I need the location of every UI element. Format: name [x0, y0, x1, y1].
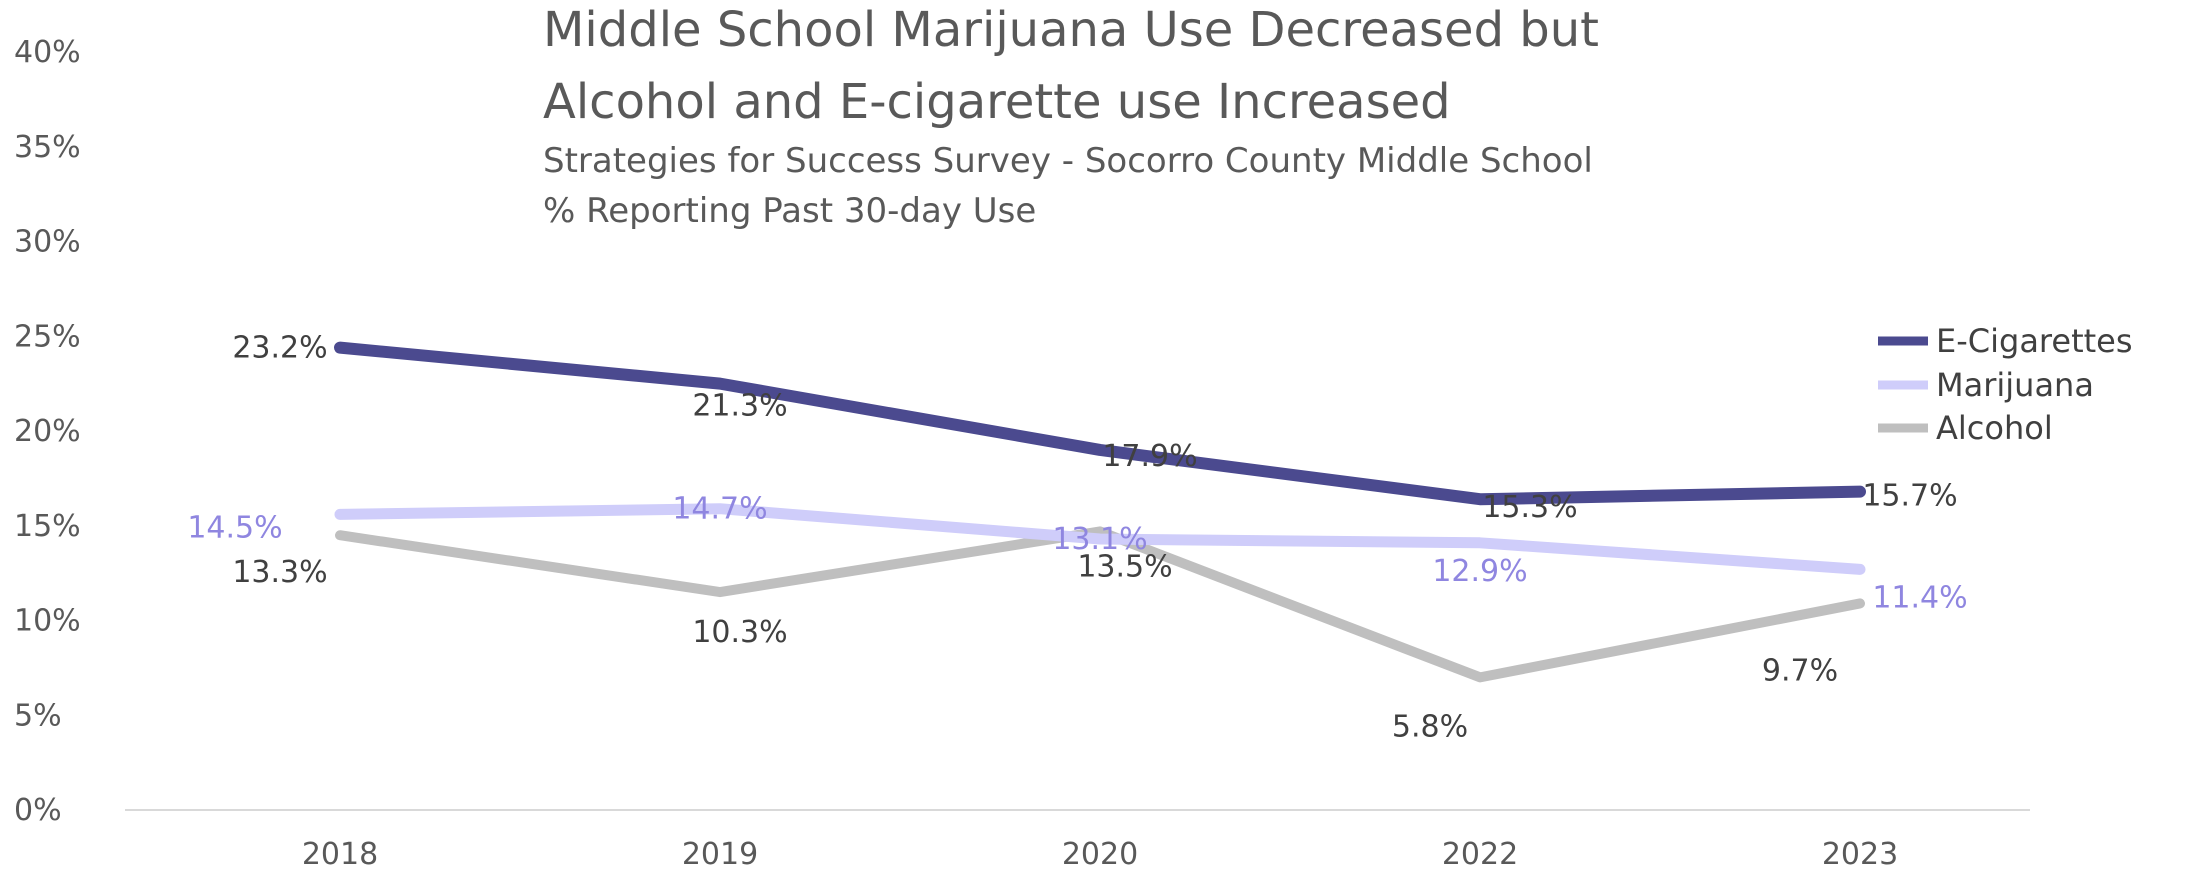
data-label-alcohol: 5.8%: [1392, 709, 1468, 744]
legend: E-Cigarettes Marijuana Alcohol: [1878, 322, 2133, 447]
x-tick-label: 2023: [1822, 837, 1898, 869]
series-lines: [334, 341, 1866, 683]
chart-subtitle-line-1: Strategies for Success Survey - Socorro …: [543, 141, 1593, 181]
data-label-marijuana: 14.5%: [187, 510, 282, 545]
legend-label-alcohol: Alcohol: [1936, 409, 2053, 447]
data-label-alcohol: 9.7%: [1762, 653, 1838, 688]
y-tick-label: 35%: [14, 130, 81, 165]
chart-subtitle-line-2: % Reporting Past 30-day Use: [543, 191, 1036, 231]
y-tick-label: 10%: [14, 604, 81, 639]
data-label-marijuana: 11.4%: [1872, 580, 1967, 615]
y-tick-label: 25%: [14, 319, 81, 354]
x-tick-label: 2020: [1062, 837, 1138, 869]
legend-label-marijuana: Marijuana: [1936, 366, 2094, 404]
y-tick-label: 30%: [14, 225, 81, 260]
data-label-e-cigarettes: 17.9%: [1102, 439, 1197, 474]
data-label-alcohol: 13.3%: [232, 555, 327, 590]
x-tick-label: 2018: [302, 837, 378, 869]
y-tick-label: 40%: [14, 35, 81, 70]
y-tick-label: 15%: [14, 509, 81, 544]
series-line-marijuana: [334, 503, 1866, 575]
x-axis: 2018 2019 2020 2022 2023: [302, 837, 1898, 869]
x-tick-label: 2019: [682, 837, 758, 869]
legend-label-e-cigarettes: E-Cigarettes: [1936, 322, 2133, 360]
data-label-e-cigarettes: 21.3%: [692, 389, 787, 424]
y-tick-label: 20%: [14, 414, 81, 449]
data-labels: 23.2% 21.3% 17.9% 15.3% 15.7% 14.5% 14.7% 13.1%…: [187, 331, 1967, 745]
data-label-e-cigarettes: 23.2%: [232, 331, 327, 366]
data-label-e-cigarettes: 15.7%: [1862, 479, 1957, 514]
data-label-e-cigarettes: 15.3%: [1482, 490, 1577, 525]
data-label-alcohol: 10.3%: [692, 615, 787, 650]
chart-title-line-2: Alcohol and E-cigarette use Increased: [543, 74, 1451, 130]
x-tick-label: 2022: [1442, 837, 1518, 869]
data-label-marijuana: 14.7%: [672, 492, 767, 527]
data-label-marijuana: 13.1%: [1052, 522, 1147, 557]
data-label-alcohol: 13.5%: [1077, 549, 1172, 584]
data-label-marijuana: 12.9%: [1432, 554, 1527, 589]
series-line-alcohol: [335, 526, 1865, 683]
y-axis: 0% 5% 10% 15% 20% 25% 30% 35% 40%: [14, 35, 81, 828]
y-tick-label: 0%: [14, 793, 62, 828]
series-line-e-cigarettes: [334, 341, 1866, 506]
y-tick-label: 5%: [14, 698, 62, 733]
chart-title-line-1: Middle School Marijuana Use Decreased bu…: [543, 2, 1599, 58]
